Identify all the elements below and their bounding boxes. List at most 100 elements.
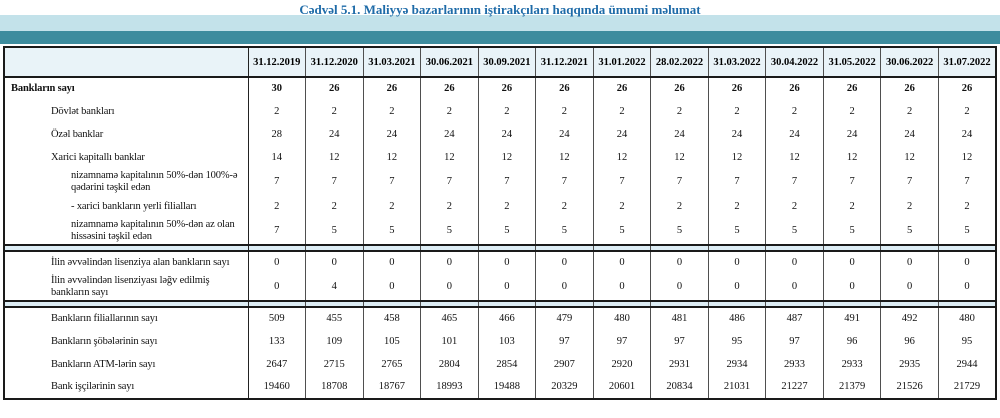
separator-cell xyxy=(247,244,306,252)
value-cell: 14 xyxy=(247,146,306,169)
value-cell: 97 xyxy=(650,330,709,353)
value-cell: 24 xyxy=(880,123,939,146)
value-cell: 2931 xyxy=(650,353,709,376)
column-header-date: 30.06.2021 xyxy=(420,47,479,78)
value-cell: 0 xyxy=(937,274,996,301)
value-cell: 12 xyxy=(362,146,421,169)
value-cell: 0 xyxy=(592,274,651,301)
value-cell: 0 xyxy=(707,274,766,301)
value-cell: 5 xyxy=(822,218,881,245)
value-cell: 19488 xyxy=(477,376,536,399)
separator-cell xyxy=(247,300,306,308)
value-cell: 2 xyxy=(305,100,364,123)
value-cell: 509 xyxy=(247,307,306,330)
value-cell: 12 xyxy=(420,146,479,169)
column-header-date: 31.12.2019 xyxy=(247,47,306,78)
value-cell: 24 xyxy=(822,123,881,146)
value-cell: 24 xyxy=(592,123,651,146)
value-cell: 2647 xyxy=(247,353,306,376)
row-label: Bankların sayı xyxy=(11,83,75,94)
value-cell: 455 xyxy=(305,307,364,330)
value-cell: 7 xyxy=(247,169,306,195)
value-cell: 492 xyxy=(880,307,939,330)
value-cell: 5 xyxy=(880,218,939,245)
value-cell: 2 xyxy=(880,100,939,123)
value-cell: 0 xyxy=(305,251,364,274)
value-cell: 7 xyxy=(477,169,536,195)
value-cell: 2715 xyxy=(305,353,364,376)
value-cell: 7 xyxy=(247,218,306,245)
value-cell: 2 xyxy=(477,100,536,123)
value-cell: 0 xyxy=(535,274,594,301)
value-cell: 2 xyxy=(822,195,881,218)
value-cell: 97 xyxy=(765,330,824,353)
value-cell: 0 xyxy=(362,274,421,301)
value-cell: 0 xyxy=(247,251,306,274)
separator-cell xyxy=(707,300,766,308)
table-header-row: 31.12.2019 31.12.2020 31.03.2021 30.06.2021… xyxy=(4,47,996,78)
table-row: Bankların filiallarının sayı 509 455 458 465… xyxy=(4,307,996,330)
column-header-date: 31.01.2022 xyxy=(592,47,651,78)
value-cell: 12 xyxy=(822,146,881,169)
value-cell: 21729 xyxy=(937,376,996,399)
column-header-date: 31.03.2022 xyxy=(707,47,766,78)
value-cell: 109 xyxy=(305,330,364,353)
table-row: - xarici bankların yerli filialları 2 2 2 2 2… xyxy=(4,195,996,218)
value-cell: 5 xyxy=(765,218,824,245)
value-cell: 21526 xyxy=(880,376,939,399)
separator-cell xyxy=(362,244,421,252)
value-cell: 5 xyxy=(592,218,651,245)
value-cell: 0 xyxy=(420,251,479,274)
value-cell: 2 xyxy=(822,100,881,123)
column-header-date: 31.03.2021 xyxy=(362,47,421,78)
separator-cell xyxy=(592,244,651,252)
table-row: Dövlət bankları 2 2 2 2 2 2 2 2 2 2 2 2 2 xyxy=(4,100,996,123)
value-cell: 491 xyxy=(822,307,881,330)
row-label: Bankların filiallarının sayı xyxy=(51,313,158,324)
value-cell: 0 xyxy=(592,251,651,274)
value-cell: 26 xyxy=(650,77,709,100)
value-cell: 5 xyxy=(420,218,479,245)
value-cell: 103 xyxy=(477,330,536,353)
value-cell: 0 xyxy=(880,274,939,301)
value-cell: 0 xyxy=(535,251,594,274)
value-cell: 0 xyxy=(420,274,479,301)
separator-cell xyxy=(650,300,709,308)
value-cell: 2 xyxy=(765,195,824,218)
separator-cell xyxy=(765,300,824,308)
value-cell: 481 xyxy=(650,307,709,330)
row-label: Dövlət bankları xyxy=(51,105,115,117)
value-cell: 18767 xyxy=(362,376,421,399)
table-row: nizamnamə kapitalının 50%-dən az olan hi… xyxy=(4,218,996,245)
value-cell: 95 xyxy=(937,330,996,353)
value-cell: 2 xyxy=(937,195,996,218)
separator-cell xyxy=(362,300,421,308)
value-cell: 21227 xyxy=(765,376,824,399)
section-separator xyxy=(4,244,996,252)
separator-cell xyxy=(535,244,594,252)
value-cell: 95 xyxy=(707,330,766,353)
table-row: Bankların şöbələrinin sayı 133 109 105 101 10… xyxy=(4,330,996,353)
corner-cell xyxy=(4,47,248,78)
page-title: Cədvəl 5.1. Maliyyə bazarlarının iştirak… xyxy=(299,2,701,17)
value-cell: 7 xyxy=(937,169,996,195)
column-header-date: 31.07.2022 xyxy=(937,47,996,78)
value-cell: 24 xyxy=(765,123,824,146)
separator-cell xyxy=(822,244,881,252)
value-cell: 487 xyxy=(765,307,824,330)
value-cell: 2 xyxy=(765,100,824,123)
table-row: Xarici kapitallı banklar 14 12 12 12 12 12 12 12… xyxy=(4,146,996,169)
value-cell: 0 xyxy=(477,251,536,274)
separator-cell xyxy=(305,244,364,252)
header-band-light xyxy=(0,15,1000,31)
value-cell: 5 xyxy=(362,218,421,245)
row-label: Bank işçilərinin sayı xyxy=(51,381,135,392)
value-cell: 0 xyxy=(822,251,881,274)
value-cell: 18708 xyxy=(305,376,364,399)
value-cell: 0 xyxy=(477,274,536,301)
value-cell: 5 xyxy=(477,218,536,245)
value-cell: 12 xyxy=(880,146,939,169)
value-cell: 5 xyxy=(937,218,996,245)
value-cell: 7 xyxy=(535,169,594,195)
row-label: nizamnamə kapitalının 50%-dən 100%-ə qəd… xyxy=(71,170,238,193)
